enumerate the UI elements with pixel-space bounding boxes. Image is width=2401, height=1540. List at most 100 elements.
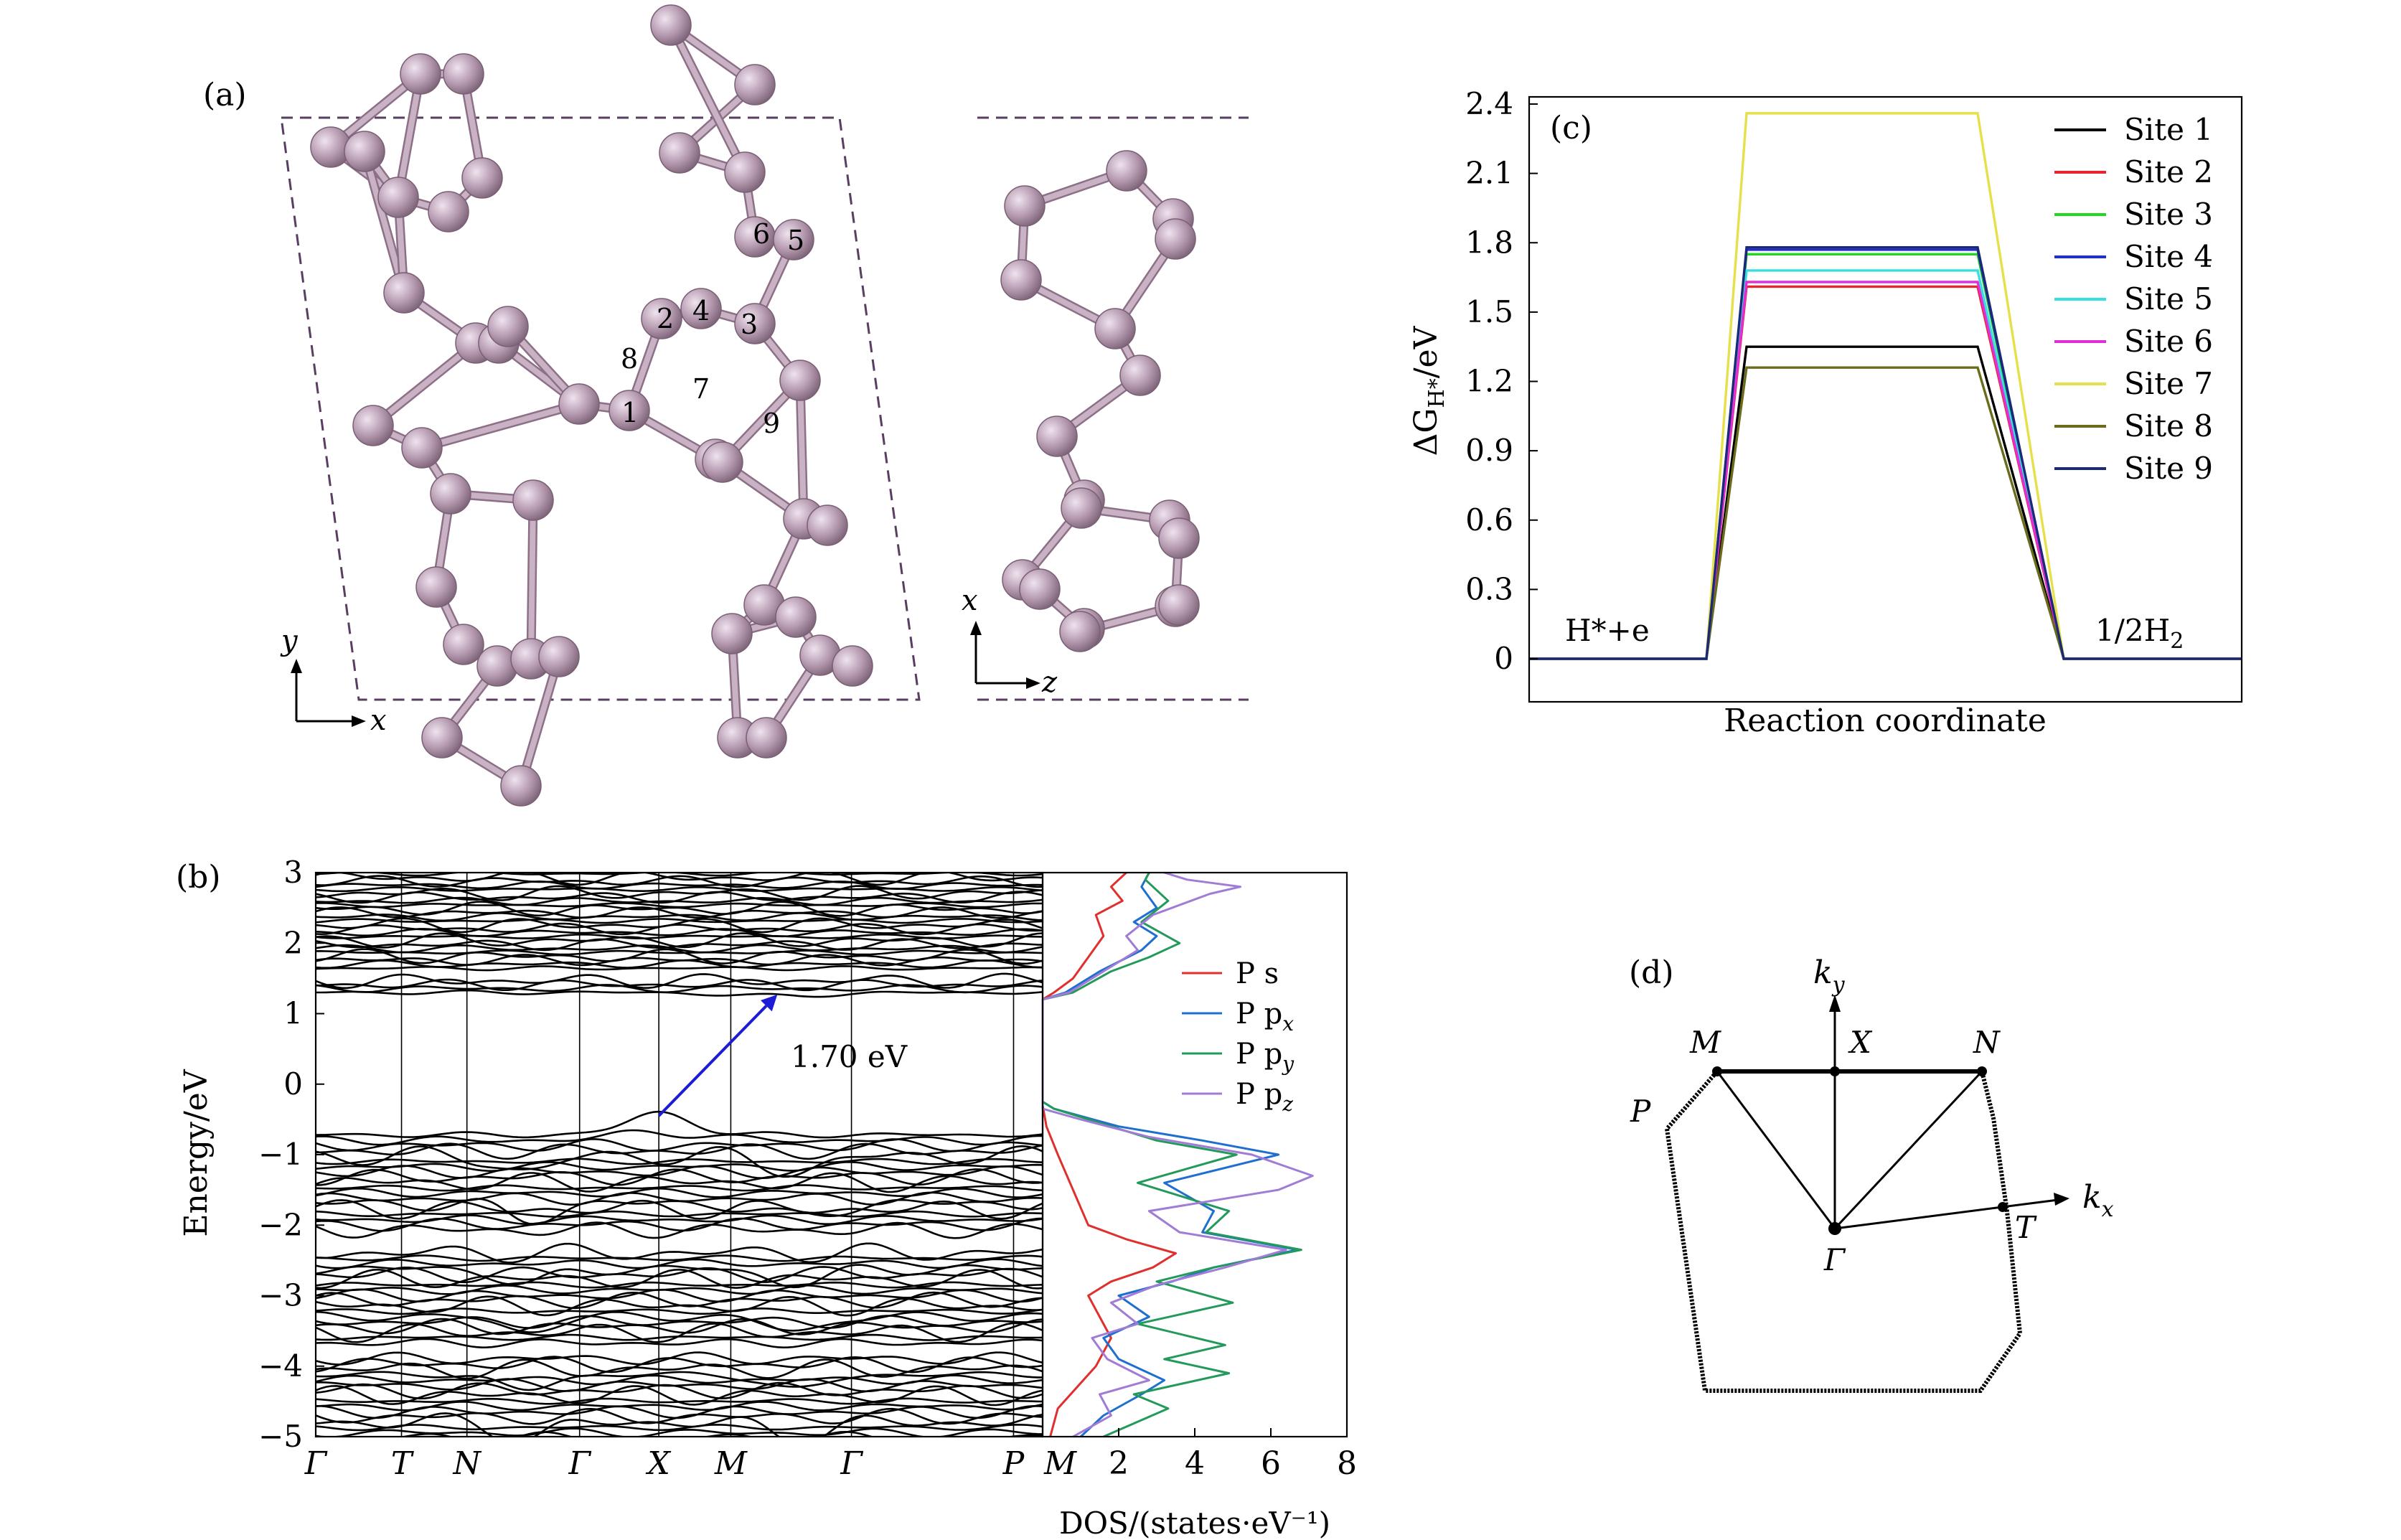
- valence-band: [316, 1310, 1043, 1333]
- site-label-1: 1: [621, 397, 639, 428]
- c-xlabel: Reaction coordinate: [1724, 703, 2047, 739]
- bond: [370, 340, 479, 428]
- atom: [641, 298, 682, 339]
- point-n: [1977, 1066, 1987, 1076]
- conduction-band: [316, 875, 1043, 888]
- c-y-tick-label: 0.3: [1465, 571, 1513, 606]
- c-y-tick-label: 1.2: [1465, 364, 1513, 399]
- valence-band: [316, 1378, 1043, 1393]
- bz-gamma-n: [1833, 1070, 1983, 1230]
- valence-band: [316, 1187, 1043, 1198]
- dos-x-tick-label: 2: [1109, 1445, 1129, 1482]
- site-label-8: 8: [621, 343, 638, 375]
- atom: [461, 157, 503, 199]
- atom: [352, 405, 394, 446]
- bond: [668, 22, 748, 175]
- kx-main: k: [2082, 1179, 2102, 1216]
- conduction-band: [316, 922, 1043, 936]
- site-label-9: 9: [763, 408, 780, 439]
- c-y-tick-label: 0: [1494, 641, 1513, 676]
- conduction-band: [316, 944, 1043, 954]
- c-y-tick-label: 0.6: [1465, 502, 1513, 537]
- c-legend-label: Site 6: [2124, 324, 2213, 359]
- atom: [832, 645, 873, 687]
- site-label-7: 7: [692, 373, 710, 405]
- bond: [528, 497, 536, 662]
- conduction-band: [316, 989, 1043, 998]
- valence-band: [316, 1307, 1043, 1315]
- band-y-tick-label: 1: [283, 996, 303, 1031]
- dos-series-z: [1041, 871, 1314, 1438]
- c-y-tick-label: 2.4: [1465, 86, 1513, 121]
- atom: [443, 624, 484, 665]
- dos-xlabel: DOS/(states·eV⁻¹): [1059, 1506, 1330, 1540]
- valence-band: [316, 1371, 1043, 1391]
- dos-legend-sub: x: [1282, 1012, 1294, 1036]
- free-energy-lines: [1529, 112, 2242, 660]
- bond: [797, 377, 807, 522]
- label-t: T: [2015, 1210, 2037, 1245]
- ky-arrowhead: [1829, 995, 1841, 1012]
- c-legend-label: Site 1: [2124, 112, 2213, 147]
- kx-sub: x: [2102, 1197, 2114, 1222]
- dos-series-s: [1041, 871, 1177, 1437]
- dos-legend-main: P p: [1236, 997, 1282, 1030]
- atom: [1155, 218, 1196, 260]
- atom: [734, 64, 776, 105]
- c-right-label: 1/2H2: [2095, 613, 2184, 654]
- dos-legend-sub: y: [1281, 1052, 1295, 1076]
- label-gamma: Γ: [1823, 1242, 1846, 1277]
- c-right-label-sub: 2: [2170, 629, 2184, 654]
- conduction-band: [316, 896, 1043, 906]
- atom: [711, 613, 753, 654]
- atom: [1094, 308, 1136, 349]
- site-labels: 1 2 3 4 5 6 7 8 9: [621, 218, 804, 439]
- kx-arrowhead: [2054, 1193, 2069, 1206]
- bz-points: [1712, 1066, 2008, 1235]
- band-y-tick-label: 3: [283, 855, 303, 890]
- conduction-band: [316, 917, 1043, 934]
- kx-label: kx: [2082, 1179, 2114, 1222]
- atom: [1158, 517, 1200, 559]
- c-right-label-main: 1/2H: [2095, 613, 2170, 648]
- atom: [775, 596, 817, 638]
- valence-band: [316, 1199, 1043, 1220]
- valence-band: [316, 1110, 1043, 1139]
- kpoint-label: Γ: [840, 1445, 863, 1482]
- band-y-tick-label: −3: [258, 1278, 303, 1313]
- valence-band: [316, 1423, 1043, 1432]
- valence-band: [316, 1356, 1043, 1374]
- band-y-ticks: 3 2 1 0 −1 −2 −3 −4 −5: [258, 855, 324, 1454]
- atom: [724, 151, 766, 193]
- panel-label-a: (a): [203, 77, 247, 113]
- valence-band: [316, 1281, 1043, 1289]
- valence-band: [316, 1198, 1043, 1226]
- bond: [362, 149, 407, 296]
- axis-z-label: z: [1041, 666, 1058, 699]
- c-left-label: H*+e: [1565, 613, 1650, 648]
- c-y-tick-label: 1.8: [1465, 225, 1513, 260]
- dos-legend-sub: z: [1282, 1092, 1293, 1116]
- conduction-band: [316, 901, 1043, 908]
- valence-band: [316, 1285, 1043, 1295]
- valence-band: [316, 1295, 1043, 1317]
- panel-a-structure: (a) 1 2 3 4 5 6 7 8 9 y x: [203, 4, 1249, 807]
- unit-cell-left: [280, 116, 921, 701]
- valence-band: [316, 1381, 1043, 1400]
- valence-band: [316, 1338, 1043, 1349]
- axes-indicator-left: y x: [280, 624, 387, 737]
- dos-x-tick-label: M: [1043, 1445, 1077, 1482]
- valence-band: [316, 1258, 1043, 1269]
- conduction-band: [316, 972, 1043, 990]
- bond: [395, 71, 423, 200]
- bz-gamma-m: [1716, 1071, 1836, 1229]
- valence-band: [316, 1184, 1043, 1192]
- valence-band: [316, 1254, 1043, 1262]
- valence-band: [316, 1358, 1043, 1380]
- gap-annotation: 1.70 eV: [791, 1039, 908, 1074]
- label-n: N: [1973, 1025, 2001, 1060]
- site-label-2: 2: [657, 303, 674, 334]
- band-y-tick-label: −4: [258, 1348, 303, 1384]
